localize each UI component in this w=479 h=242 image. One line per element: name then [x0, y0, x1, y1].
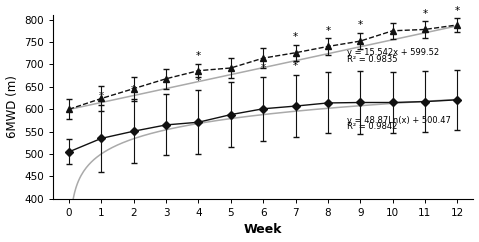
Text: *: *	[99, 91, 104, 101]
Text: *: *	[261, 63, 266, 73]
Text: *: *	[293, 61, 298, 71]
Text: y = 15.542x + 599.52: y = 15.542x + 599.52	[347, 48, 439, 57]
Y-axis label: 6MWD (m): 6MWD (m)	[6, 76, 19, 138]
Text: *: *	[196, 76, 201, 86]
Text: *: *	[422, 9, 427, 19]
Text: *: *	[131, 85, 137, 95]
Text: *: *	[228, 68, 233, 78]
Text: *: *	[196, 51, 201, 61]
Text: *: *	[293, 32, 298, 42]
X-axis label: Week: Week	[244, 223, 283, 236]
Text: R² = 0.9842: R² = 0.9842	[347, 122, 398, 131]
Text: *: *	[358, 20, 363, 30]
Text: *: *	[455, 6, 460, 15]
Text: y = 48.87Ln(x) + 500.47: y = 48.87Ln(x) + 500.47	[347, 116, 451, 125]
Text: *: *	[325, 26, 331, 36]
Text: R² = 0.9835: R² = 0.9835	[347, 55, 398, 64]
